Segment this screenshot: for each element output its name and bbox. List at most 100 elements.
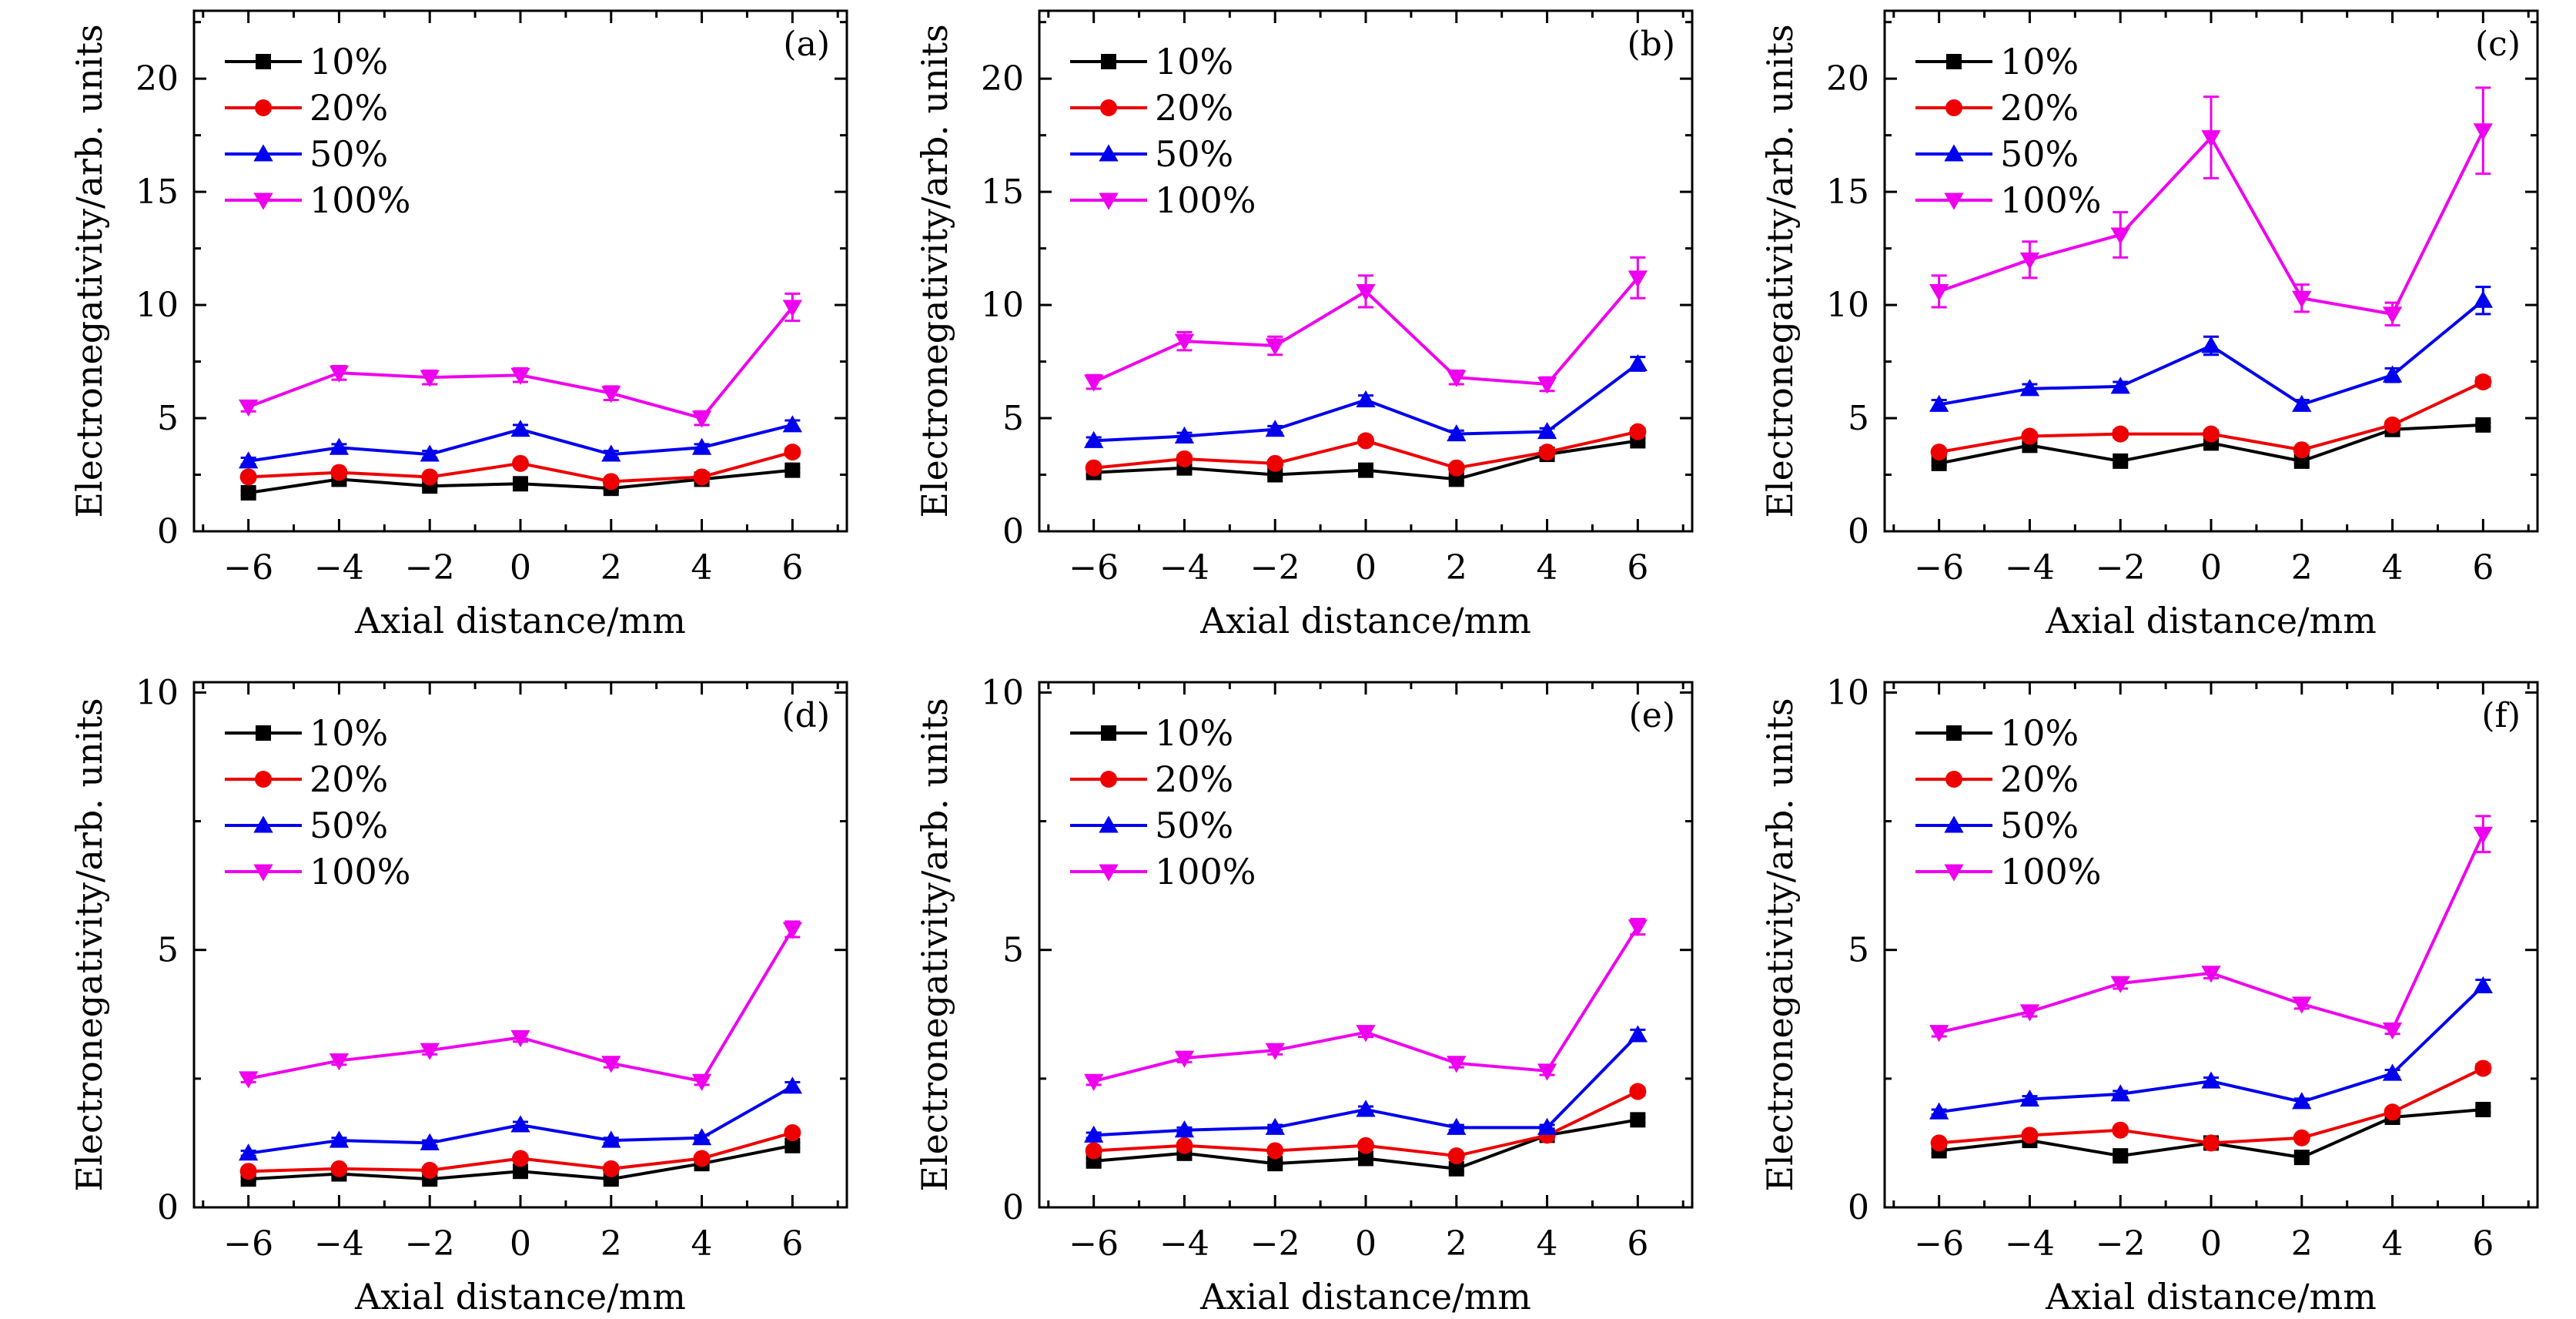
data-point bbox=[1930, 1134, 1948, 1152]
legend-label: 10% bbox=[1155, 712, 1233, 754]
data-point bbox=[512, 454, 529, 472]
legend-label: 100% bbox=[1155, 179, 1256, 221]
data-point bbox=[782, 922, 802, 939]
data-series bbox=[1084, 353, 1648, 448]
data-point bbox=[2292, 996, 2312, 1014]
data-point bbox=[2110, 976, 2130, 993]
data-point bbox=[782, 415, 802, 433]
legend-marker bbox=[256, 725, 271, 741]
data-series bbox=[1084, 256, 1648, 394]
legend-entry: 50% bbox=[225, 133, 388, 175]
data-point bbox=[602, 1160, 620, 1177]
legend-marker bbox=[256, 54, 271, 69]
data-point bbox=[239, 399, 259, 417]
data-point bbox=[2112, 425, 2129, 443]
x-tick-label: −6 bbox=[223, 1224, 273, 1264]
data-point bbox=[1447, 1056, 1467, 1073]
data-point bbox=[1265, 1117, 1285, 1135]
x-tick-label: 4 bbox=[1537, 1224, 1558, 1264]
data-point bbox=[2473, 976, 2493, 993]
x-tick-label: −2 bbox=[2096, 548, 2146, 588]
data-point bbox=[691, 410, 712, 428]
data-point bbox=[1630, 1112, 1646, 1128]
data-point bbox=[1084, 430, 1104, 448]
data-point bbox=[420, 370, 440, 387]
legend-marker bbox=[1101, 54, 1116, 69]
x-tick-label: 6 bbox=[781, 1224, 803, 1264]
data-point bbox=[1356, 283, 1376, 302]
data-point bbox=[2293, 441, 2310, 459]
legend-entry: 10% bbox=[225, 712, 388, 754]
data-point bbox=[1448, 1160, 1464, 1177]
legend-label: 20% bbox=[1155, 87, 1233, 129]
data-point bbox=[2384, 1103, 2401, 1121]
legend-entry: 20% bbox=[1070, 87, 1233, 129]
legend-entry: 50% bbox=[1915, 805, 2079, 846]
chart-panel: −6 −4 −2 0 2 4 6 0 5 10 15 20 Axial distance/mm Elect… bbox=[69, 9, 848, 641]
legend-marker bbox=[1946, 725, 1962, 741]
x-tick-label: −6 bbox=[1069, 548, 1119, 588]
legend-marker bbox=[1944, 192, 1964, 210]
x-tick-label: 4 bbox=[2382, 548, 2404, 588]
y-tick-label: 0 bbox=[1848, 1188, 1869, 1227]
legend-label: 100% bbox=[2000, 179, 2102, 221]
x-tick-label: 4 bbox=[691, 1224, 713, 1264]
data-point bbox=[239, 1143, 259, 1161]
legend-marker bbox=[1945, 99, 1962, 116]
data-point bbox=[2203, 1134, 2220, 1152]
legend-marker bbox=[1946, 54, 1962, 69]
plot-frame bbox=[1883, 681, 2539, 1209]
legend-entry: 10% bbox=[1915, 41, 2079, 82]
y-tick-label: 20 bbox=[981, 59, 1024, 99]
legend-marker bbox=[253, 192, 273, 210]
data-point bbox=[2474, 1060, 2492, 1077]
legend-entry: 100% bbox=[1915, 179, 2102, 221]
data-point bbox=[2382, 1022, 2403, 1039]
data-point bbox=[601, 1056, 621, 1073]
y-tick-label: 5 bbox=[1848, 931, 1869, 970]
y-tick-label: 0 bbox=[1848, 512, 1869, 551]
series-line bbox=[248, 928, 795, 1083]
legend-entry: 10% bbox=[1070, 712, 1233, 754]
data-point bbox=[1085, 459, 1102, 477]
data-series bbox=[1929, 815, 2493, 1043]
data-series bbox=[1929, 86, 2493, 327]
legend-marker bbox=[1944, 144, 1964, 162]
x-tick-label: 2 bbox=[1446, 548, 1467, 588]
data-series bbox=[239, 292, 802, 428]
y-axis-title: Electronegativity/arb. units bbox=[914, 698, 955, 1191]
data-point bbox=[1357, 1137, 1374, 1154]
data-point bbox=[2110, 1084, 2130, 1102]
data-point bbox=[2019, 252, 2040, 269]
data-point bbox=[1629, 1083, 1647, 1100]
y-axis-title: Electronegativity/arb. units bbox=[69, 698, 110, 1191]
data-point bbox=[1265, 338, 1285, 356]
data-point bbox=[2201, 336, 2221, 353]
y-tick-label: 0 bbox=[1002, 512, 1024, 551]
data-point bbox=[1266, 454, 1284, 472]
legend-marker bbox=[1945, 771, 1962, 788]
x-tick-label: 2 bbox=[2291, 1224, 2313, 1264]
legend-label: 50% bbox=[1155, 805, 1233, 846]
panel-label: (f) bbox=[2481, 696, 2521, 735]
data-point bbox=[1356, 1100, 1376, 1117]
x-tick-label: 0 bbox=[510, 548, 531, 588]
x-tick-label: 2 bbox=[601, 1224, 622, 1264]
data-point bbox=[2021, 1127, 2039, 1144]
data-point bbox=[784, 444, 801, 461]
data-point bbox=[2201, 130, 2221, 148]
data-point bbox=[1174, 426, 1195, 444]
legend-marker bbox=[1101, 725, 1116, 741]
data-point bbox=[1929, 283, 1949, 302]
data-point bbox=[1174, 1050, 1195, 1068]
legend-entry: 20% bbox=[225, 87, 388, 129]
legend-label: 20% bbox=[2000, 87, 2079, 129]
legend-label: 20% bbox=[2000, 758, 2079, 800]
data-point bbox=[2112, 1121, 2129, 1139]
legend-label: 50% bbox=[309, 133, 388, 175]
data-point bbox=[2293, 1150, 2310, 1166]
data-point bbox=[1176, 450, 1193, 467]
y-tick-label: 10 bbox=[1826, 286, 1869, 325]
x-tick-label: 6 bbox=[2472, 1224, 2494, 1264]
y-tick-label: 15 bbox=[1826, 172, 1869, 212]
